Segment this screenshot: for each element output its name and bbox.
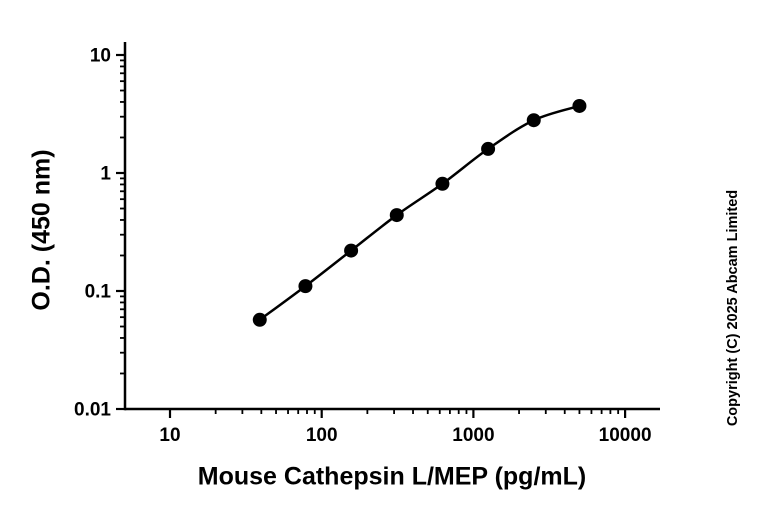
data-point [481, 141, 496, 156]
y-axis-title: O.D. (450 nm) [27, 149, 56, 311]
data-point [344, 243, 359, 258]
x-tick-label: 10000 [599, 425, 652, 446]
data-point [526, 113, 541, 128]
x-tick-label: 1000 [452, 425, 494, 446]
data-point [435, 176, 450, 191]
data-point [572, 98, 587, 113]
data-point [389, 208, 404, 223]
x-tick-label: 100 [306, 425, 338, 446]
y-tick-label: 1 [100, 164, 111, 185]
copyright-text: Copyright (C) 2025 Abcam Limited [725, 189, 741, 427]
y-tick-label: 0.1 [85, 282, 112, 303]
data-point [298, 279, 313, 294]
y-tick-label: 0.01 [74, 400, 111, 421]
data-point [252, 312, 267, 327]
x-axis-title: Mouse Cathepsin L/MEP (pg/mL) [197, 462, 587, 491]
y-tick-label: 10 [90, 46, 111, 67]
x-tick-label: 10 [159, 425, 180, 446]
